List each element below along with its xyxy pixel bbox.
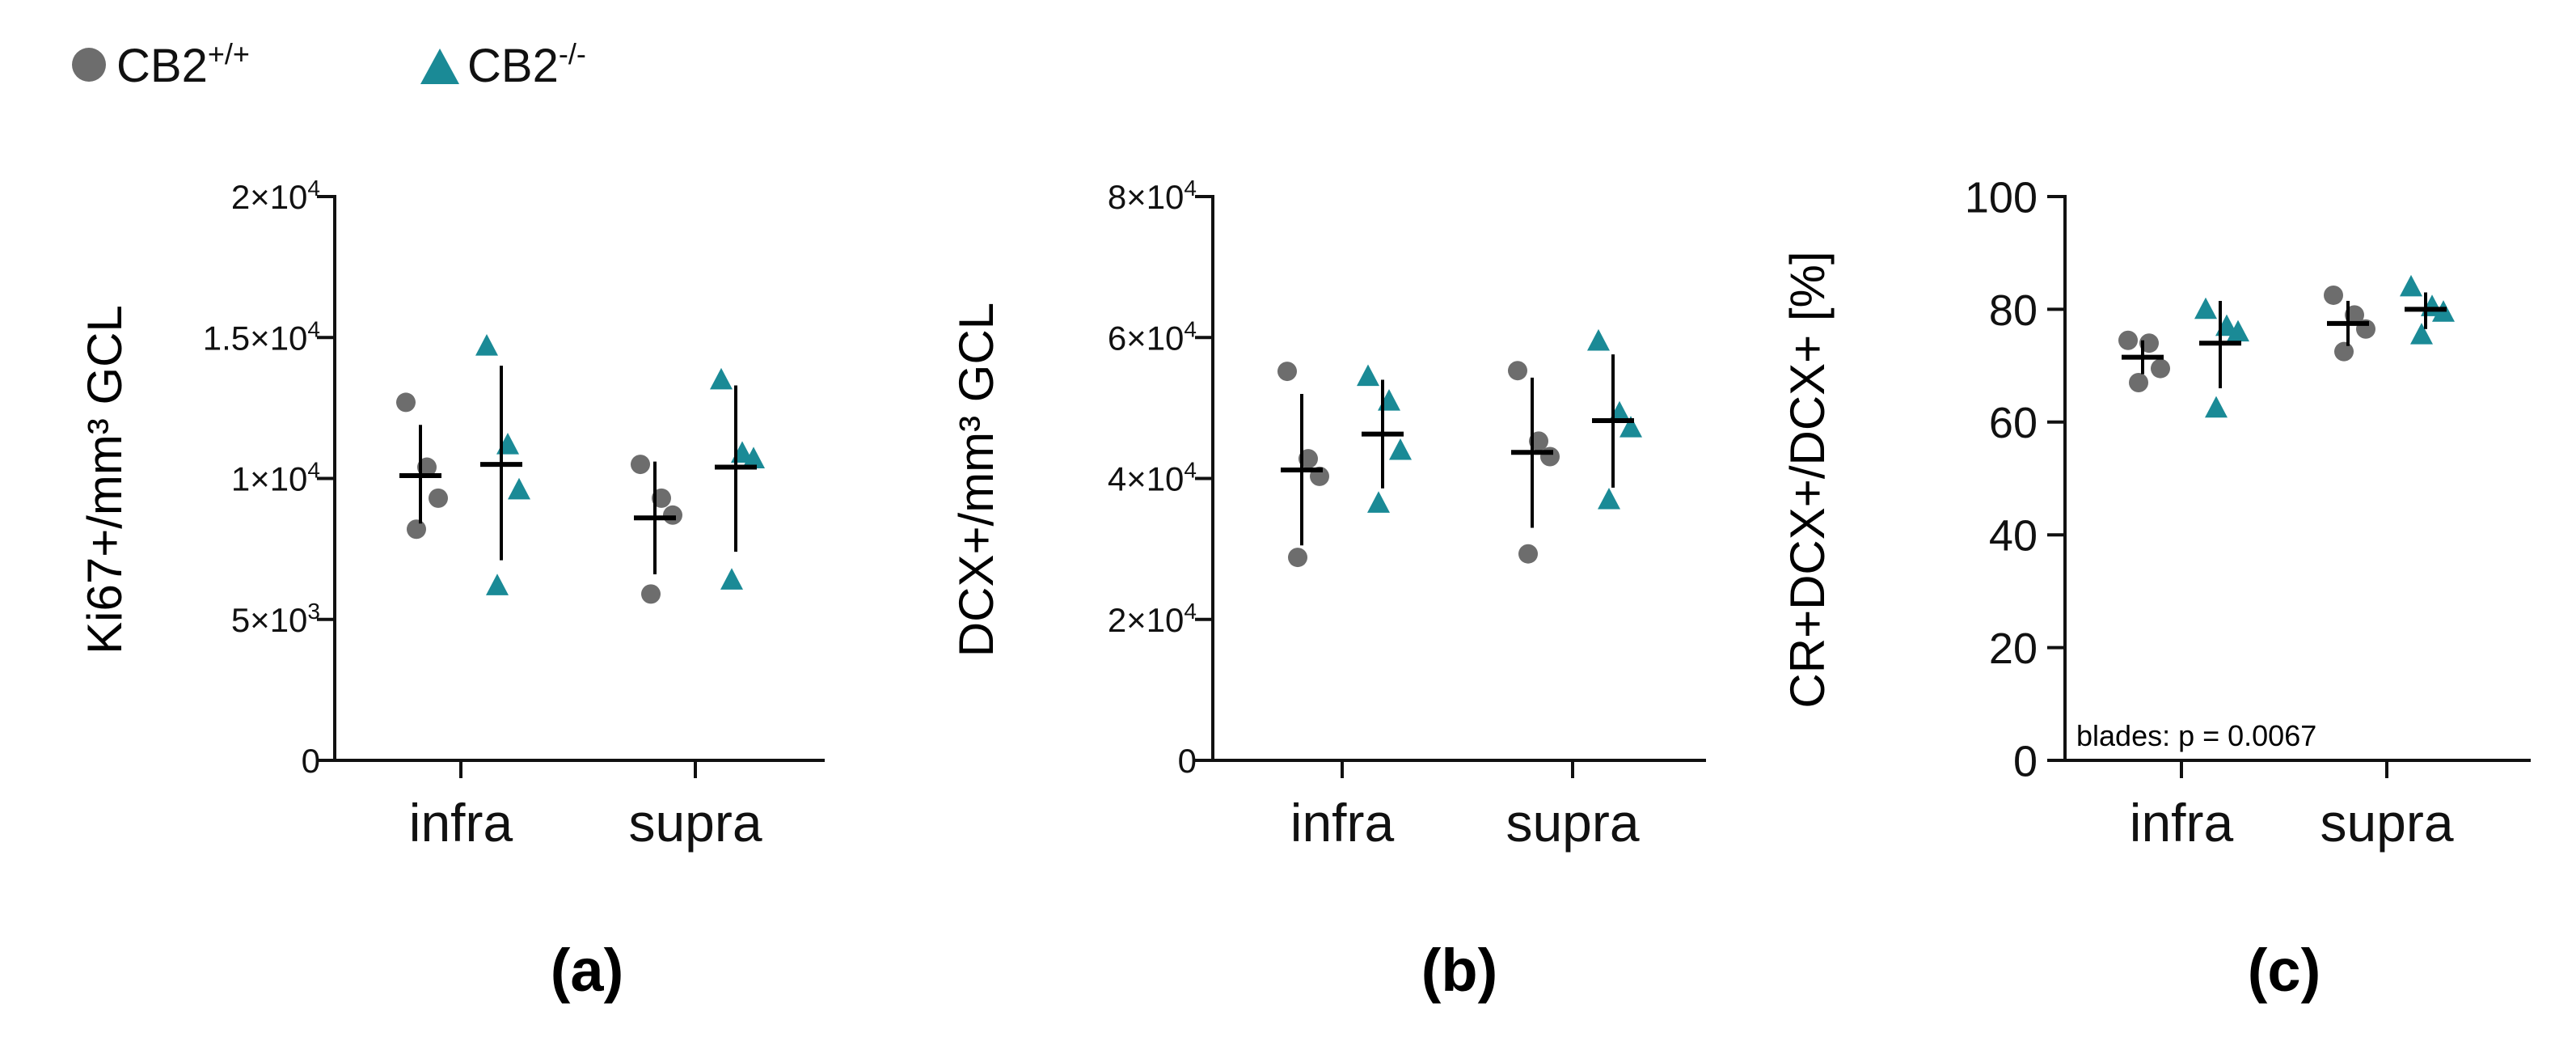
data-point-wt bbox=[641, 584, 661, 604]
data-point-wt bbox=[396, 392, 416, 413]
data-point-ko bbox=[1367, 491, 1390, 513]
data-point-wt bbox=[663, 505, 682, 525]
stats-annotation: blades: p = 0.0067 bbox=[2076, 719, 2316, 752]
data-point-wt bbox=[2324, 285, 2343, 305]
data-point-ko bbox=[2400, 274, 2422, 297]
data-point-ko bbox=[742, 447, 765, 469]
data-point-wt bbox=[2151, 358, 2170, 379]
x-tick-label-infra: infra bbox=[2130, 793, 2234, 853]
data-point-ko bbox=[2227, 320, 2249, 342]
data-point-ko bbox=[1598, 487, 1620, 510]
data-point-wt bbox=[429, 488, 448, 508]
data-point-ko bbox=[2205, 396, 2228, 418]
legend-circle-icon bbox=[72, 48, 106, 82]
y-tick-label: 2×104 bbox=[1108, 599, 1197, 639]
panel-label-a: (a) bbox=[551, 937, 623, 1004]
legend-label-ko: CB2-/- bbox=[467, 37, 586, 92]
y-tick-label: 1×104 bbox=[231, 458, 320, 498]
data-point-wt bbox=[1288, 548, 1307, 568]
y-axis-b: 0 2×104 4×104 6×104 8×104 infra supra bbox=[1108, 176, 1706, 853]
y-axis-label-b: DCX+/mm³ GCL bbox=[949, 303, 1003, 657]
x-tick-label-infra: infra bbox=[1290, 793, 1395, 853]
data-point-wt bbox=[2129, 373, 2148, 393]
data-point-wt bbox=[1540, 447, 1560, 467]
y-tick-label: 8×104 bbox=[1108, 176, 1197, 216]
y-tick-label: 4×104 bbox=[1108, 458, 1197, 498]
y-tick-label: 0 bbox=[2013, 737, 2038, 785]
y-tick-label: 1.5×104 bbox=[203, 316, 320, 357]
data-point-ko bbox=[2194, 297, 2217, 320]
data-point-wt bbox=[407, 519, 426, 540]
data-point-ko bbox=[508, 477, 530, 500]
data-point-ko bbox=[720, 568, 743, 590]
data-point-ko bbox=[486, 574, 509, 595]
data-point-wt bbox=[2334, 341, 2354, 362]
x-tick-label-supra: supra bbox=[2320, 793, 2453, 853]
y-tick-label: 80 bbox=[1989, 286, 2038, 335]
marks-b bbox=[1277, 328, 1642, 568]
y-tick-label: 100 bbox=[1965, 173, 2038, 222]
x-tick-label-supra: supra bbox=[1505, 793, 1639, 853]
data-point-ko bbox=[475, 334, 498, 356]
y-tick-label: 0 bbox=[302, 742, 320, 780]
y-tick-label: 40 bbox=[1989, 512, 2038, 561]
data-point-ko bbox=[1389, 438, 1412, 460]
y-tick-label: 2×104 bbox=[231, 176, 320, 216]
data-point-ko bbox=[1587, 328, 1610, 351]
marks-c bbox=[2118, 274, 2455, 418]
y-tick-label: 0 bbox=[1178, 742, 1197, 780]
data-point-wt bbox=[2118, 330, 2138, 350]
panel-b: 0 2×104 4×104 6×104 8×104 infra supra DCX+/mm³… bbox=[949, 176, 1706, 1004]
data-point-ko bbox=[1620, 416, 1642, 438]
data-point-wt bbox=[1518, 544, 1538, 564]
y-tick-label: 5×103 bbox=[231, 599, 320, 639]
y-axis-a: 0 5×103 1×104 1.5×104 2×104 infra supra bbox=[203, 176, 825, 853]
data-point-wt bbox=[631, 455, 650, 475]
y-axis-c: 0 20 40 60 80 100 infra supra bbox=[1965, 173, 2531, 853]
x-tick-label-infra: infra bbox=[409, 793, 513, 853]
y-tick-label: 6×104 bbox=[1108, 316, 1197, 357]
y-axis-label-a: Ki67+/mm³ GCL bbox=[78, 305, 132, 654]
panel-a: 0 5×103 1×104 1.5×104 2×104 infra supra Ki67+/… bbox=[78, 176, 825, 1004]
y-tick-label: 60 bbox=[1989, 399, 2038, 447]
legend: CB2+/+ CB2-/- bbox=[72, 37, 586, 92]
data-point-wt bbox=[1277, 362, 1297, 382]
marks-a bbox=[396, 334, 765, 604]
panel-label-c: (c) bbox=[2248, 937, 2321, 1004]
data-point-ko bbox=[710, 367, 733, 390]
data-point-ko bbox=[1357, 364, 1379, 387]
panel-label-b: (b) bbox=[1421, 937, 1498, 1004]
data-point-wt bbox=[1508, 361, 1527, 381]
y-axis-label-c: CR+DCX+/DCX+ [%] bbox=[1780, 251, 1835, 708]
data-point-ko bbox=[2410, 323, 2433, 345]
legend-triangle-icon bbox=[420, 49, 459, 84]
y-tick-label: 20 bbox=[1989, 624, 2038, 673]
x-tick-label-supra: supra bbox=[628, 793, 762, 853]
legend-label-wt: CB2+/+ bbox=[116, 37, 250, 92]
